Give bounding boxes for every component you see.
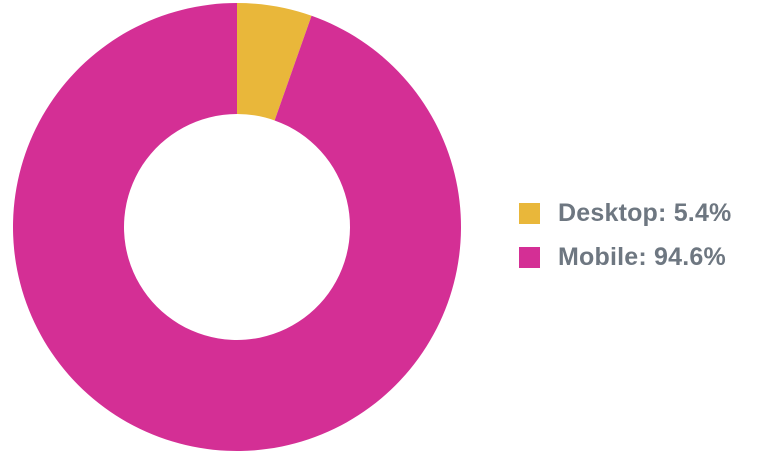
slice-group bbox=[13, 3, 462, 451]
legend-swatch-mobile bbox=[519, 246, 540, 268]
slice-desktop[interactable] bbox=[237, 3, 312, 121]
legend: Desktop: 5.4% Mobile: 94.6% bbox=[519, 191, 759, 279]
legend-item-mobile[interactable]: Mobile: 94.6% bbox=[519, 235, 759, 279]
slice-mobile[interactable] bbox=[13, 3, 462, 451]
legend-item-desktop[interactable]: Desktop: 5.4% bbox=[519, 191, 759, 235]
legend-label-desktop: Desktop: 5.4% bbox=[558, 198, 732, 227]
legend-label-mobile: Mobile: 94.6% bbox=[558, 242, 726, 271]
legend-swatch-desktop bbox=[519, 202, 540, 224]
